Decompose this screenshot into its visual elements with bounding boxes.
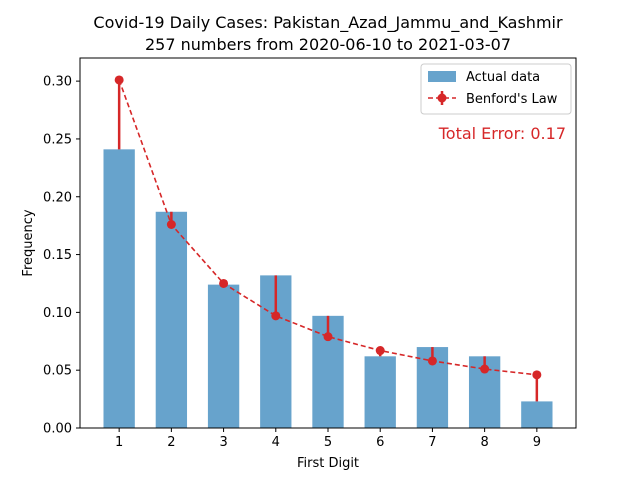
- benford-point-digit-8: [480, 364, 490, 374]
- x-tick-label-5: 5: [324, 435, 332, 450]
- x-tick-label-9: 9: [533, 435, 541, 450]
- benford-point-digit-2: [166, 220, 176, 229]
- x-tick-label-7: 7: [428, 435, 436, 450]
- bar-actual-digit-1: [103, 149, 135, 428]
- legend-swatch-benford-marker: [437, 93, 447, 103]
- x-tick-label-4: 4: [272, 435, 280, 450]
- chart-title-line1: Covid-19 Daily Cases: Pakistan_Azad_Jamm…: [93, 13, 563, 33]
- y-tick-label-0.25: 0.25: [43, 132, 72, 147]
- legend: Actual data Benford's Law: [420, 63, 572, 115]
- bar-actual-digit-3: [207, 284, 240, 428]
- y-tick-label-0.05: 0.05: [43, 364, 72, 379]
- x-axis-label: First Digit: [297, 456, 359, 471]
- y-axis-label: Frequency: [21, 209, 36, 276]
- benford-point-digit-7: [427, 356, 437, 366]
- chart-title-line2: 257 numbers from 2020-06-10 to 2021-03-0…: [145, 35, 511, 54]
- benford-point-digit-3: [219, 278, 229, 288]
- x-tick-label-8: 8: [480, 435, 488, 450]
- benford-point-digit-4: [271, 311, 281, 321]
- benford-point-digit-1: [114, 75, 124, 85]
- plot-area: [103, 75, 553, 428]
- benford-line: [118, 79, 537, 376]
- legend-swatch-actual: [428, 71, 456, 82]
- y-tick-label-0.00: 0.00: [43, 422, 72, 437]
- bar-actual-digit-9: [521, 401, 553, 428]
- y-tick-label-0.10: 0.10: [43, 306, 72, 321]
- x-tick-label-3: 3: [219, 435, 227, 450]
- bar-actual-digit-2: [155, 211, 188, 428]
- x-tick-label-2: 2: [167, 435, 175, 450]
- axes: 1 2 3 4 5 6 7 8 9 0.00 0.05 0.10 0.15 0.20 0.25 0.30: [43, 75, 541, 450]
- y-tick-label-0.20: 0.20: [43, 190, 72, 205]
- y-tick-label-0.15: 0.15: [43, 248, 72, 263]
- x-tick-label-6: 6: [376, 435, 384, 450]
- benford-point-digit-6: [375, 346, 385, 356]
- legend-box: [420, 63, 572, 115]
- benford-point-digit-5: [323, 332, 333, 342]
- y-tick-label-0.30: 0.30: [43, 75, 72, 90]
- total-error-annotation: Total Error: 0.17: [438, 124, 566, 143]
- legend-label-actual: Actual data: [466, 70, 540, 85]
- legend-label-benford: Benford's Law: [466, 92, 558, 107]
- bar-actual-digit-6: [364, 356, 396, 428]
- benford-point-digit-9: [532, 370, 542, 380]
- x-tick-label-1: 1: [115, 435, 123, 450]
